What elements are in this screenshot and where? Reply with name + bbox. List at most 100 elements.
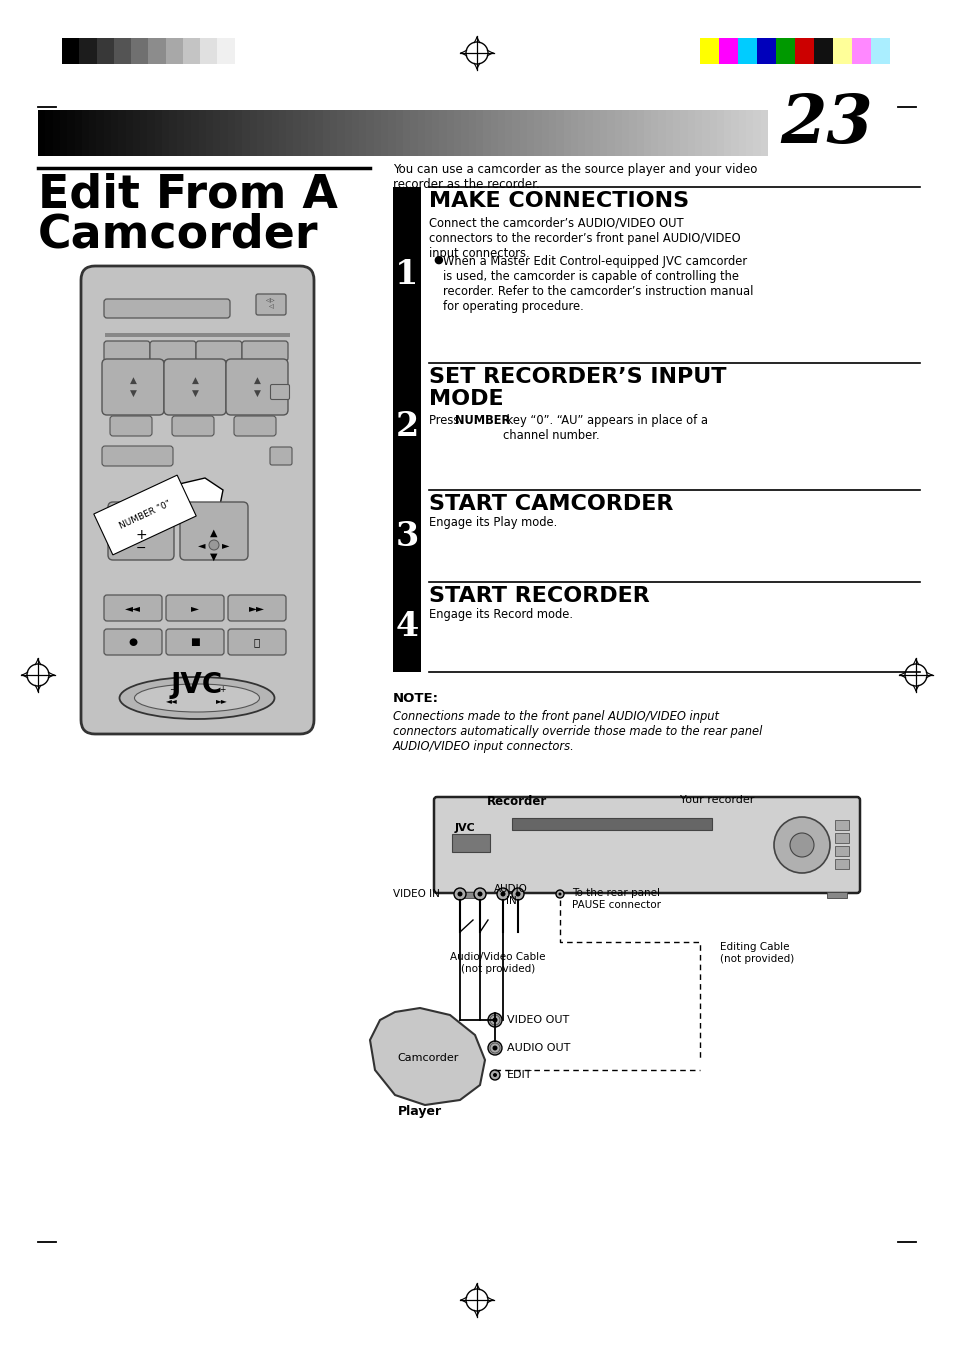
Bar (213, 109, 221, 155)
Circle shape (490, 1070, 499, 1079)
Text: AUDIO
IN: AUDIO IN (494, 884, 527, 905)
Bar (834, 859, 848, 869)
Text: ►: ► (191, 603, 199, 613)
Bar (738, 38, 757, 63)
Bar (242, 109, 250, 155)
Bar (651, 109, 659, 155)
Bar (599, 109, 607, 155)
Bar (834, 820, 848, 830)
Bar (826, 892, 846, 898)
Text: Connect the camcorder’s AUDIO/VIDEO OUT
connectors to the recorder’s front panel: Connect the camcorder’s AUDIO/VIDEO OUT … (429, 218, 740, 259)
Bar (410, 109, 417, 155)
Bar (432, 109, 439, 155)
Bar (206, 109, 213, 155)
Text: NOTE:: NOTE: (393, 692, 438, 705)
Bar (198, 109, 206, 155)
FancyBboxPatch shape (228, 594, 286, 621)
Text: To the rear panel
PAUSE connector: To the rear panel PAUSE connector (572, 888, 660, 909)
Bar (217, 38, 234, 63)
Bar (548, 109, 557, 155)
Bar (220, 109, 228, 155)
Bar (294, 109, 301, 155)
Bar (687, 109, 695, 155)
Text: JVC: JVC (171, 671, 223, 698)
Circle shape (773, 817, 829, 873)
FancyBboxPatch shape (271, 385, 289, 400)
Bar (417, 109, 425, 155)
FancyBboxPatch shape (166, 594, 224, 621)
Circle shape (209, 540, 219, 550)
Bar (738, 109, 746, 155)
Text: You can use a camcorder as the source player and your video
recorder as the reco: You can use a camcorder as the source pl… (393, 163, 757, 190)
Circle shape (789, 834, 813, 857)
Bar (278, 109, 287, 155)
FancyBboxPatch shape (164, 359, 226, 415)
Circle shape (515, 892, 520, 897)
Bar (393, 490, 420, 582)
FancyBboxPatch shape (242, 340, 288, 361)
Bar (757, 38, 775, 63)
Text: AUDIO OUT: AUDIO OUT (506, 1043, 570, 1052)
Polygon shape (170, 478, 223, 508)
Bar (614, 109, 622, 155)
Bar (832, 38, 851, 63)
Bar (234, 38, 252, 63)
Text: START RECORDER: START RECORDER (429, 586, 649, 607)
Bar (315, 109, 323, 155)
Bar (665, 109, 673, 155)
FancyBboxPatch shape (228, 630, 286, 655)
Circle shape (474, 888, 485, 900)
Text: Camcorder: Camcorder (396, 1052, 458, 1063)
Bar (870, 38, 889, 63)
Text: Engage its Record mode.: Engage its Record mode. (429, 608, 573, 621)
Text: ■: ■ (190, 638, 200, 647)
Text: ▼: ▼ (210, 553, 217, 562)
Bar (149, 38, 166, 63)
Text: VIDEO IN: VIDEO IN (393, 889, 439, 898)
Bar (636, 109, 643, 155)
Circle shape (556, 890, 563, 898)
Bar (113, 38, 131, 63)
Bar (402, 109, 411, 155)
Bar (505, 109, 513, 155)
Bar (607, 109, 615, 155)
Bar (456, 892, 476, 898)
FancyBboxPatch shape (102, 359, 164, 415)
Bar (834, 834, 848, 843)
Ellipse shape (119, 677, 274, 719)
Circle shape (492, 1046, 497, 1051)
Bar (308, 109, 315, 155)
Bar (454, 109, 461, 155)
Text: MODE: MODE (429, 389, 503, 409)
Bar (388, 109, 395, 155)
Bar (794, 38, 813, 63)
Bar (132, 109, 140, 155)
Bar (490, 109, 497, 155)
Bar (563, 109, 571, 155)
Bar (352, 109, 359, 155)
FancyBboxPatch shape (102, 446, 172, 466)
Bar (105, 332, 290, 336)
Bar (643, 109, 651, 155)
Bar (140, 109, 148, 155)
Circle shape (488, 1042, 501, 1055)
Text: Player: Player (397, 1105, 441, 1119)
Bar (111, 109, 119, 155)
Text: START CAMCORDER: START CAMCORDER (429, 494, 673, 513)
Bar (154, 109, 162, 155)
Bar (380, 109, 389, 155)
Bar (234, 109, 243, 155)
Bar (393, 363, 420, 490)
Text: ◁▷
◁: ◁▷ ◁ (265, 299, 274, 309)
Text: Press: Press (429, 413, 462, 427)
Bar (716, 109, 724, 155)
Bar (775, 38, 794, 63)
Bar (118, 109, 126, 155)
Bar (468, 109, 476, 155)
FancyBboxPatch shape (226, 359, 288, 415)
FancyBboxPatch shape (172, 416, 213, 436)
Bar (62, 38, 79, 63)
Bar (700, 38, 719, 63)
Circle shape (558, 893, 561, 896)
FancyBboxPatch shape (104, 299, 230, 317)
